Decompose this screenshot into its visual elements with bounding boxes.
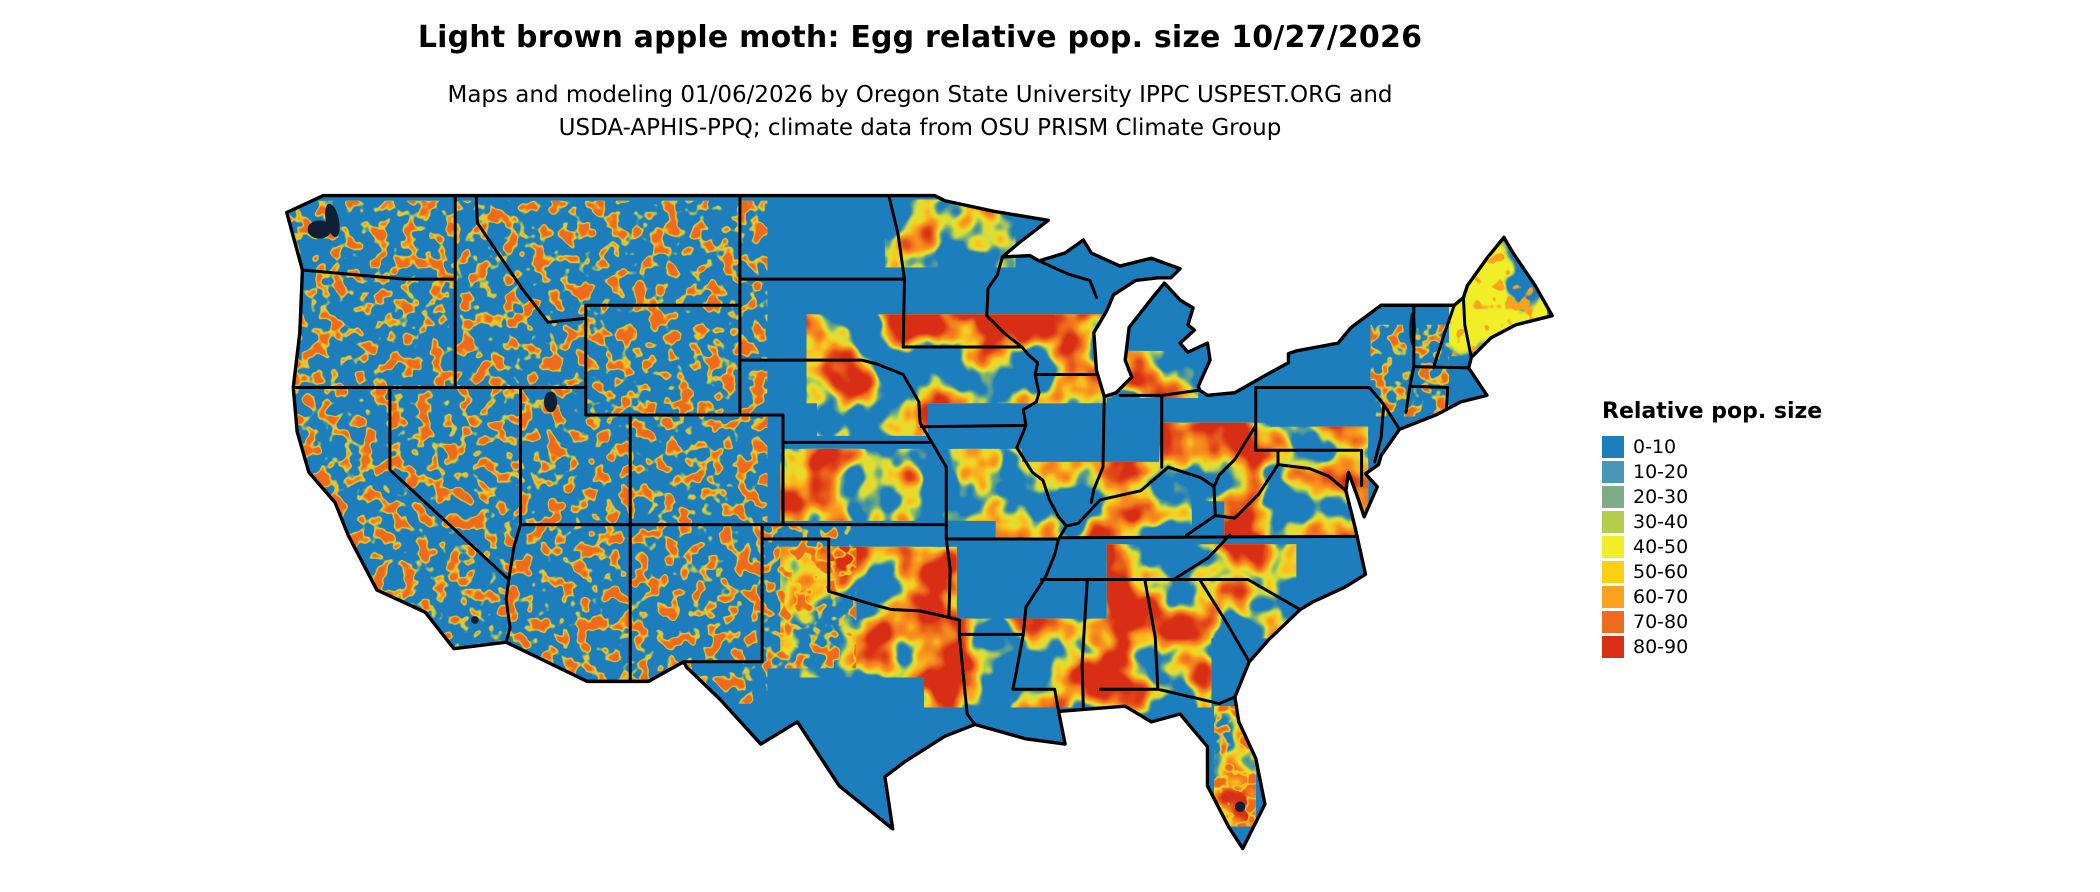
state-borders bbox=[291, 195, 1473, 726]
legend-item-50-60: 50-60 bbox=[1602, 559, 1822, 584]
legend-swatch bbox=[1602, 635, 1624, 658]
legend-label: 10-20 bbox=[1633, 460, 1689, 483]
figure-subtitle-line2: USDA-APHIS-PPQ; climate data from OSU PR… bbox=[558, 115, 1282, 141]
great-salt-lake bbox=[544, 391, 558, 413]
olympic-dark-area bbox=[307, 220, 332, 239]
legend-item-10-20: 10-20 bbox=[1602, 459, 1822, 484]
legend-swatch bbox=[1602, 610, 1624, 633]
legend-swatch bbox=[1602, 460, 1624, 483]
figure-title: Light brown apple moth: Egg relative pop… bbox=[417, 20, 1423, 55]
us-map-svg bbox=[285, 193, 1554, 851]
legend-item-60-70: 60-70 bbox=[1602, 584, 1822, 609]
legend-swatch bbox=[1602, 435, 1624, 458]
legend-label: 80-90 bbox=[1633, 635, 1689, 658]
legend-item-70-80: 70-80 bbox=[1602, 609, 1822, 634]
legend-label: 60-70 bbox=[1633, 585, 1689, 608]
legend-item-80-90: 80-90 bbox=[1602, 634, 1822, 659]
legend-title: Relative pop. size bbox=[1602, 399, 1823, 424]
legend-label: 40-50 bbox=[1633, 535, 1689, 558]
legend-label: 30-40 bbox=[1633, 510, 1689, 533]
legend-swatch bbox=[1602, 535, 1624, 558]
legend-items: 0-10 10-20 20-30 30-40 40-50 50-60 60-70 70-80 8… bbox=[1602, 434, 1822, 659]
legend-item-30-40: 30-40 bbox=[1602, 509, 1822, 534]
legend-label: 0-10 bbox=[1633, 435, 1677, 458]
legend-item-20-30: 20-30 bbox=[1602, 484, 1822, 509]
legend-swatch bbox=[1602, 485, 1624, 508]
legend-item-0-10: 0-10 bbox=[1602, 434, 1822, 459]
legend-swatch bbox=[1602, 585, 1624, 608]
legend: Relative pop. size 0-10 10-20 20-30 30-40 40… bbox=[1602, 399, 1822, 659]
legend-label: 20-30 bbox=[1633, 485, 1689, 508]
lake-okeechobee bbox=[1234, 801, 1246, 812]
legend-swatch bbox=[1602, 560, 1624, 583]
legend-label: 70-80 bbox=[1633, 610, 1689, 633]
figure-subtitle-line1: Maps and modeling 01/06/2026 by Oregon S… bbox=[447, 82, 1393, 108]
us-map bbox=[258, 168, 1564, 880]
salton-sea bbox=[470, 616, 479, 624]
us-outline bbox=[285, 193, 1554, 851]
legend-label: 50-60 bbox=[1633, 560, 1689, 583]
figure-header: Light brown apple moth: Egg relative pop… bbox=[130, 20, 1710, 145]
legend-item-40-50: 40-50 bbox=[1602, 534, 1822, 559]
legend-swatch bbox=[1602, 510, 1624, 533]
